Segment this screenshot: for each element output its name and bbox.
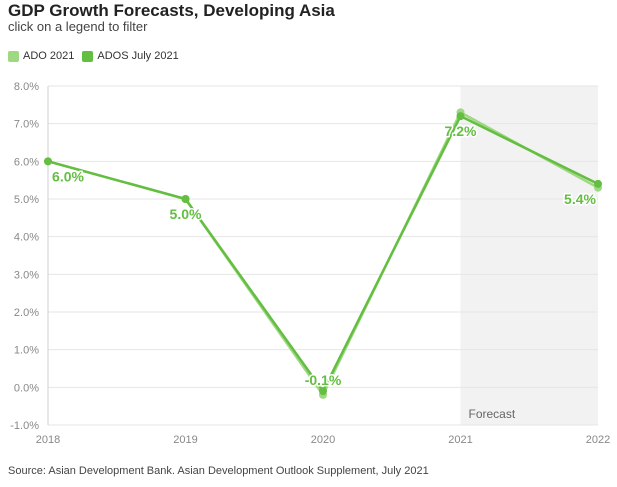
x-tick-label: 2021 xyxy=(448,434,472,446)
forecast-label: Forecast xyxy=(469,407,516,421)
data-point-ados-july-2021 xyxy=(456,112,465,121)
y-tick-label: 6.0% xyxy=(14,156,39,168)
y-tick-label: 7.0% xyxy=(14,119,39,131)
y-tick-label: 0.0% xyxy=(14,382,39,394)
data-point-ados-july-2021 xyxy=(181,195,190,203)
legend-swatch-ados-july-2021 xyxy=(82,50,94,62)
x-tick-label: 2019 xyxy=(173,434,197,446)
data-point-ados-july-2021 xyxy=(44,157,52,166)
y-tick-label: 8.0% xyxy=(14,81,39,93)
data-point-ados-july-2021 xyxy=(594,179,602,188)
data-point-ados-july-2021 xyxy=(319,387,327,396)
y-tick-label: 5.0% xyxy=(14,194,39,206)
x-tick-label: 2020 xyxy=(311,434,335,446)
data-label: 7.2% xyxy=(445,123,477,139)
chart-title: GDP Growth Forecasts, Developing Asia xyxy=(8,1,335,20)
source-note: Source: Asian Development Bank. Asian De… xyxy=(8,465,429,477)
legend-item-ado-2021[interactable]: ADO 2021 xyxy=(8,50,74,62)
y-tick-label: 4.0% xyxy=(14,232,39,244)
x-tick-label: 2018 xyxy=(36,434,60,446)
data-label: 5.0% xyxy=(170,206,202,222)
data-label: -0.1% xyxy=(305,372,342,388)
y-tick-label: -1.0% xyxy=(10,420,39,432)
x-tick-label: 2022 xyxy=(586,434,610,446)
data-label: 6.0% xyxy=(52,168,84,184)
legend-swatch-ado-2021 xyxy=(8,50,19,62)
legend-item-ados-july-2021[interactable]: ADOS July 2021 xyxy=(82,50,179,62)
chart-subtitle: click on a legend to filter xyxy=(8,19,148,34)
legend-label-ados-july-2021: ADOS July 2021 xyxy=(97,50,179,62)
y-tick-label: 2.0% xyxy=(14,307,39,319)
forecast-region xyxy=(460,86,598,425)
data-label: 5.4% xyxy=(564,191,596,207)
y-tick-label: 1.0% xyxy=(14,345,39,357)
legend: ADO 2021 ADOS July 2021 xyxy=(8,50,179,62)
y-tick-label: 3.0% xyxy=(14,269,39,281)
legend-label-ado-2021: ADO 2021 xyxy=(23,50,75,62)
